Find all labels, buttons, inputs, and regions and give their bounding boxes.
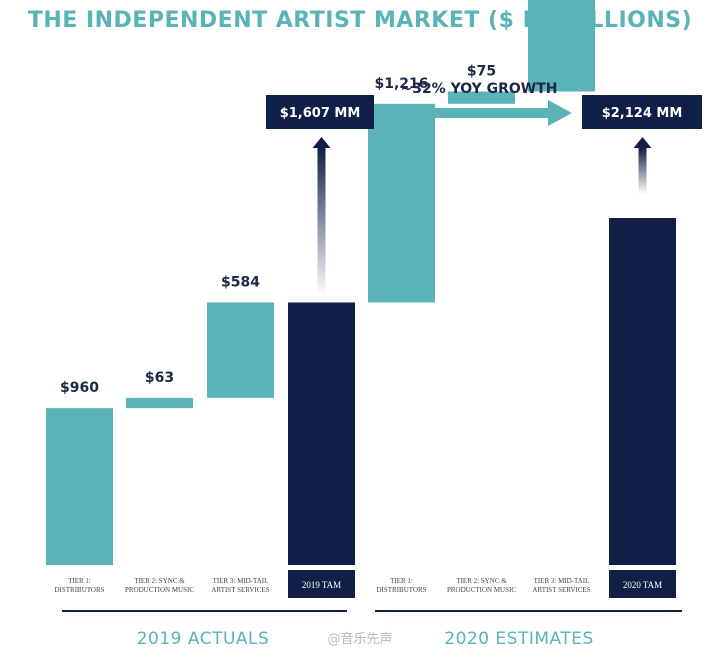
category-label-1-line-2: DISTRIBUTORS bbox=[54, 586, 104, 594]
bar-value-label-5: $1,216 bbox=[374, 76, 428, 92]
watermark: @音乐先声 bbox=[327, 631, 392, 647]
category-label-3-line-2: ARTIST SERVICES bbox=[211, 586, 269, 594]
growth-arrow-head-4 bbox=[312, 137, 331, 148]
bar-1 bbox=[46, 408, 113, 565]
category-label-5-line-1: TIER 1: bbox=[390, 577, 413, 585]
tam-label-box-8 bbox=[609, 570, 676, 598]
bar-value-label-2: $63 bbox=[145, 370, 174, 386]
total-value-label-4: $1,607 MM bbox=[280, 106, 361, 121]
growth-arrow-shaft-8 bbox=[638, 148, 647, 194]
total-bar-4 bbox=[288, 302, 355, 565]
category-label-1-line-1: TIER 1: bbox=[68, 577, 91, 585]
bar-value-label-3: $584 bbox=[221, 274, 260, 290]
tam-category-label-8: 2020 TAM bbox=[623, 580, 662, 590]
bar-6 bbox=[448, 91, 515, 104]
tam-category-label-4: 2019 TAM bbox=[302, 580, 341, 590]
category-label-6-line-2: PRODUCTION MUSIC bbox=[447, 586, 516, 594]
total-value-box-8 bbox=[582, 95, 702, 129]
bar-5 bbox=[368, 103, 435, 303]
tam-label-box-4 bbox=[288, 570, 355, 598]
total-bar-8 bbox=[609, 218, 676, 565]
category-label-2-line-2: PRODUCTION MUSIC bbox=[125, 586, 194, 594]
yoy-growth-arrow-head bbox=[548, 100, 572, 126]
total-value-label-8: $2,124 MM bbox=[602, 106, 683, 121]
category-label-3-line-1: TIER 3: MID-TAIL bbox=[213, 577, 269, 585]
category-label-6-line-1: TIER 2: SYNC & bbox=[456, 577, 507, 585]
category-label-7-line-1: TIER 3: MID-TAIL bbox=[534, 577, 590, 585]
yoy-growth-arrow-shaft bbox=[390, 108, 550, 118]
total-value-box-4 bbox=[266, 95, 374, 129]
bar-value-label-1: $960 bbox=[60, 380, 99, 396]
category-label-7-line-2: ARTIST SERVICES bbox=[532, 586, 590, 594]
bar-2 bbox=[126, 397, 193, 409]
category-label-5-line-2: DISTRIBUTORS bbox=[376, 586, 426, 594]
bar-3 bbox=[207, 302, 274, 398]
yoy-growth-label: ~32% YOY GROWTH bbox=[400, 81, 557, 97]
growth-arrow-shaft-4 bbox=[317, 148, 326, 296]
category-label-2-line-1: TIER 2: SYNC & bbox=[134, 577, 185, 585]
bar-7 bbox=[528, 0, 595, 92]
group-label-1: 2019 ACTUALS bbox=[137, 629, 270, 649]
growth-arrow-head-8 bbox=[633, 137, 652, 148]
group-label-2: 2020 ESTIMATES bbox=[444, 629, 594, 649]
bar-value-label-6: $75 bbox=[467, 64, 496, 80]
